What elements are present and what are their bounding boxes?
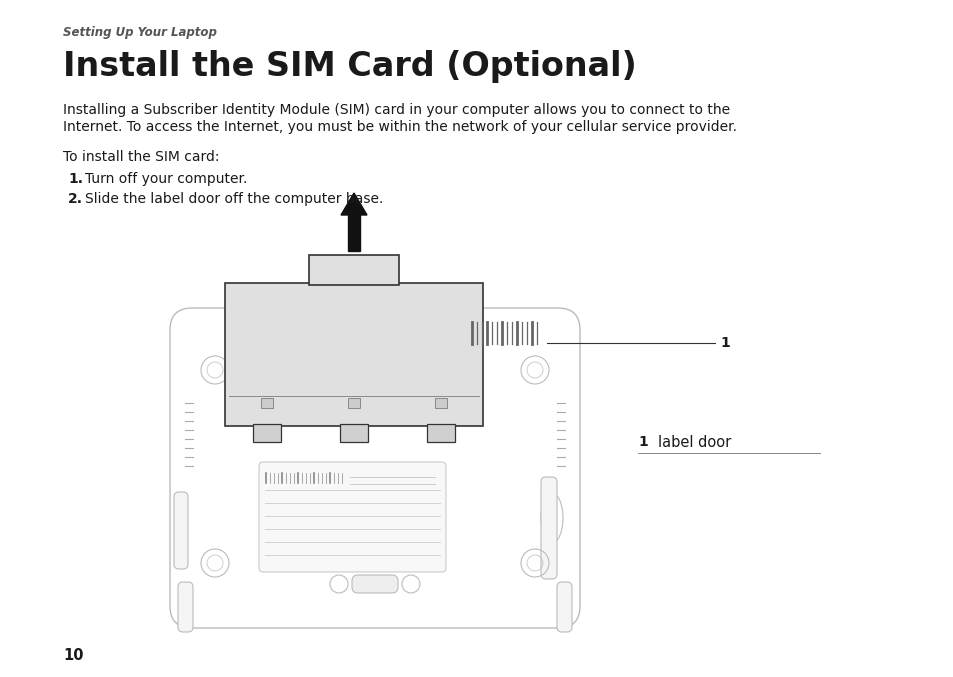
FancyBboxPatch shape [178, 582, 193, 632]
Text: Slide the label door off the computer base.: Slide the label door off the computer ba… [85, 192, 383, 206]
Text: Installing a Subscriber Identity Module (SIM) card in your computer allows you t: Installing a Subscriber Identity Module … [63, 103, 729, 117]
Text: Turn off your computer.: Turn off your computer. [85, 172, 247, 186]
Text: 1: 1 [638, 435, 647, 449]
Polygon shape [340, 193, 367, 215]
Bar [261, 398, 273, 408]
FancyBboxPatch shape [170, 308, 579, 628]
Bar [309, 255, 398, 285]
Bar [348, 398, 359, 408]
Bar [253, 424, 281, 442]
Bar [435, 398, 447, 408]
Bar [427, 424, 455, 442]
FancyBboxPatch shape [258, 462, 446, 572]
Bar [225, 283, 482, 426]
Text: 2.: 2. [68, 192, 83, 206]
Text: To install the SIM card:: To install the SIM card: [63, 150, 219, 164]
Bar [348, 215, 359, 251]
FancyBboxPatch shape [352, 575, 397, 593]
Text: 1.: 1. [68, 172, 83, 186]
FancyBboxPatch shape [557, 582, 572, 632]
Text: Internet. To access the Internet, you must be within the network of your cellula: Internet. To access the Internet, you mu… [63, 120, 737, 134]
Text: Install the SIM Card (Optional): Install the SIM Card (Optional) [63, 50, 636, 83]
FancyBboxPatch shape [540, 477, 557, 579]
Text: Setting Up Your Laptop: Setting Up Your Laptop [63, 26, 216, 39]
FancyBboxPatch shape [173, 492, 188, 569]
Bar [339, 424, 368, 442]
Text: 1: 1 [720, 336, 729, 350]
Text: label door: label door [658, 435, 731, 450]
Text: 10: 10 [63, 648, 84, 663]
